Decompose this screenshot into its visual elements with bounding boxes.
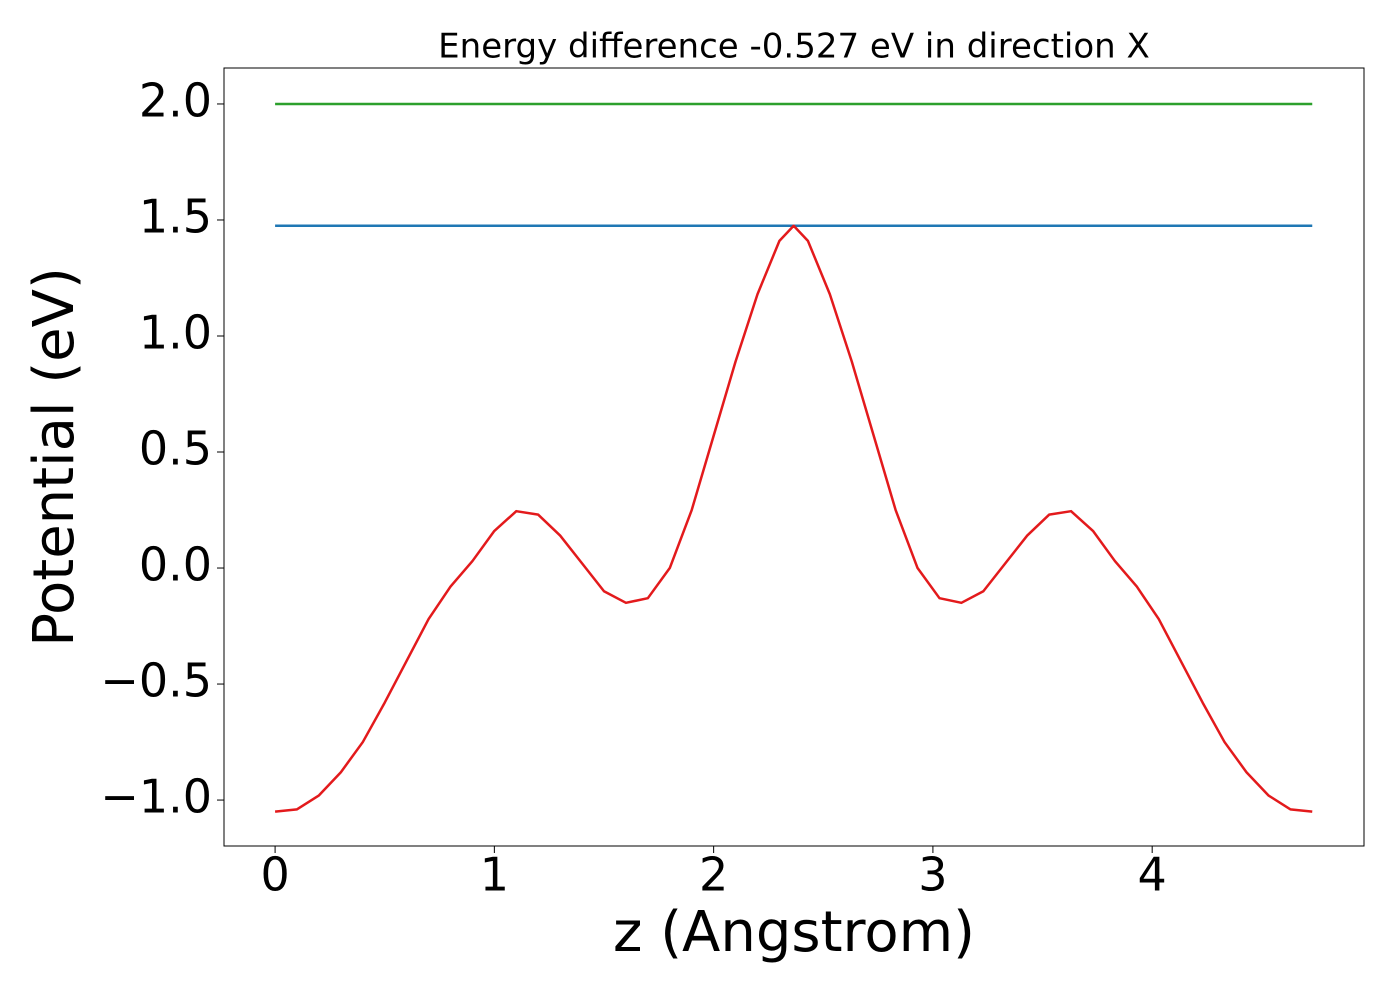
y-tick-label: −1.0: [100, 770, 212, 824]
y-tick-label: 2.0: [139, 73, 212, 127]
y-tick-label: −0.5: [100, 654, 212, 708]
y-tick-label: 1.0: [139, 305, 212, 359]
y-tick-label: 0.0: [139, 538, 212, 592]
x-axis-label: z (Angstrom): [613, 900, 975, 965]
x-tick-label: 4: [1138, 848, 1167, 902]
y-tick-label: 1.5: [139, 189, 212, 243]
x-tick-label: 1: [480, 848, 509, 902]
line: [274, 224, 1313, 813]
y-axis-label: Potential (eV): [22, 267, 87, 647]
y-tick-label: 0.5: [139, 422, 212, 476]
plot-frame: [223, 67, 1365, 847]
x-tick-label: 0: [260, 848, 289, 902]
x-tick-label: 2: [699, 848, 728, 902]
x-tick-label: 3: [918, 848, 947, 902]
chart-title: Energy difference -0.527 eV in direction…: [438, 27, 1150, 67]
